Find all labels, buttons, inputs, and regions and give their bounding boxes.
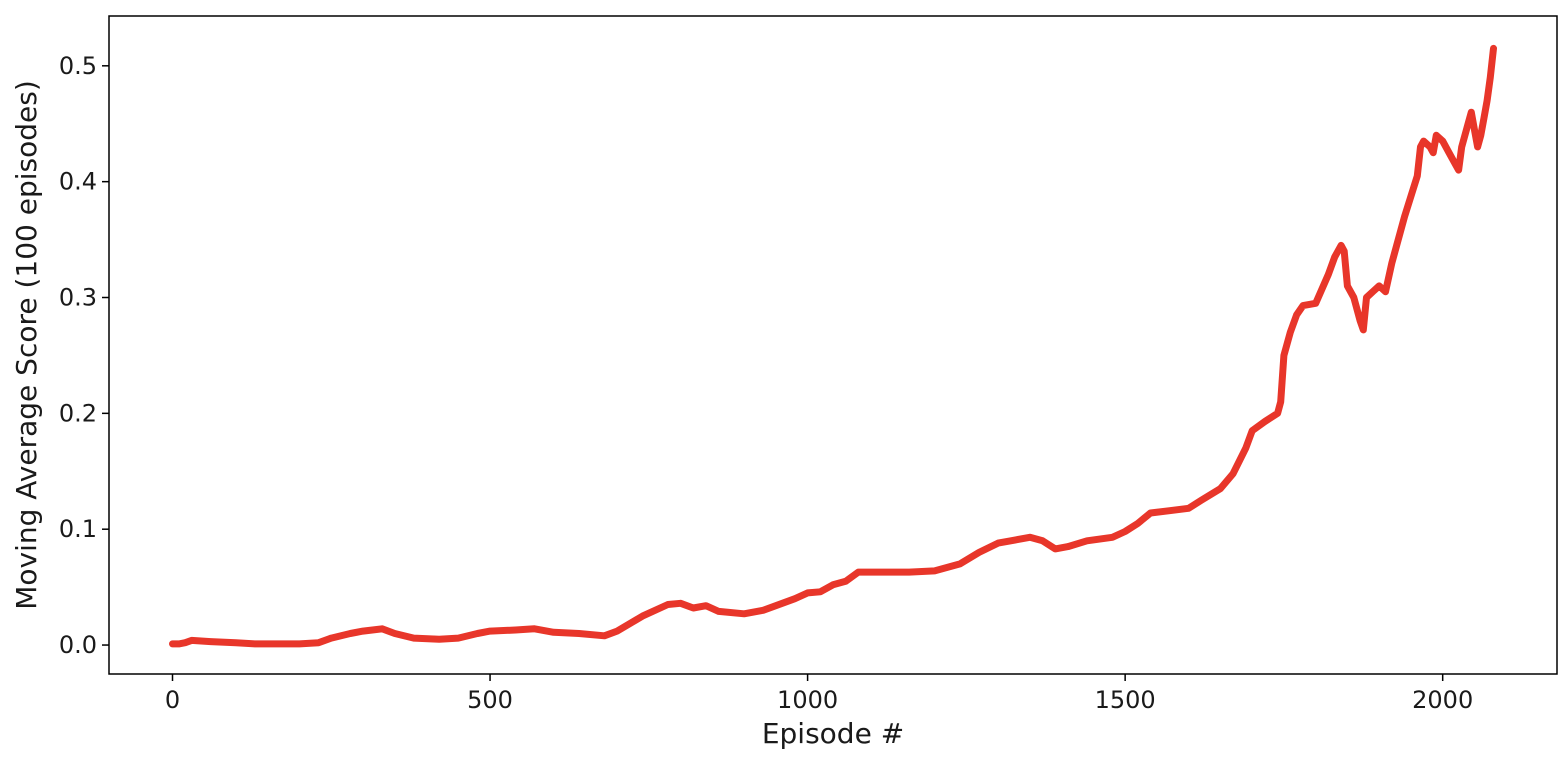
x-tick-label: 2000 — [1412, 686, 1473, 714]
y-axis: 0.0 0.1 0.2 0.3 0.4 0.5 — [59, 52, 109, 659]
y-tick-label: 0.5 — [59, 52, 97, 80]
score-line — [169, 44, 1497, 648]
x-tick-label: 500 — [467, 686, 513, 714]
x-tick-label: 1500 — [1095, 686, 1156, 714]
y-axis-label: Moving Average Score (100 episodes) — [10, 80, 43, 610]
x-tick-label: 1000 — [777, 686, 838, 714]
plot-area — [108, 15, 1558, 675]
x-axis: 0 500 1000 1500 2000 — [165, 674, 1473, 714]
y-tick-label: 0.2 — [59, 399, 97, 427]
x-axis-label: Episode # — [762, 717, 904, 750]
y-tick-label: 0.0 — [59, 631, 97, 659]
y-tick-label: 0.4 — [59, 168, 97, 196]
x-tick-label: 0 — [165, 686, 180, 714]
y-tick-label: 0.3 — [59, 284, 97, 312]
y-tick-label: 0.1 — [59, 515, 97, 543]
